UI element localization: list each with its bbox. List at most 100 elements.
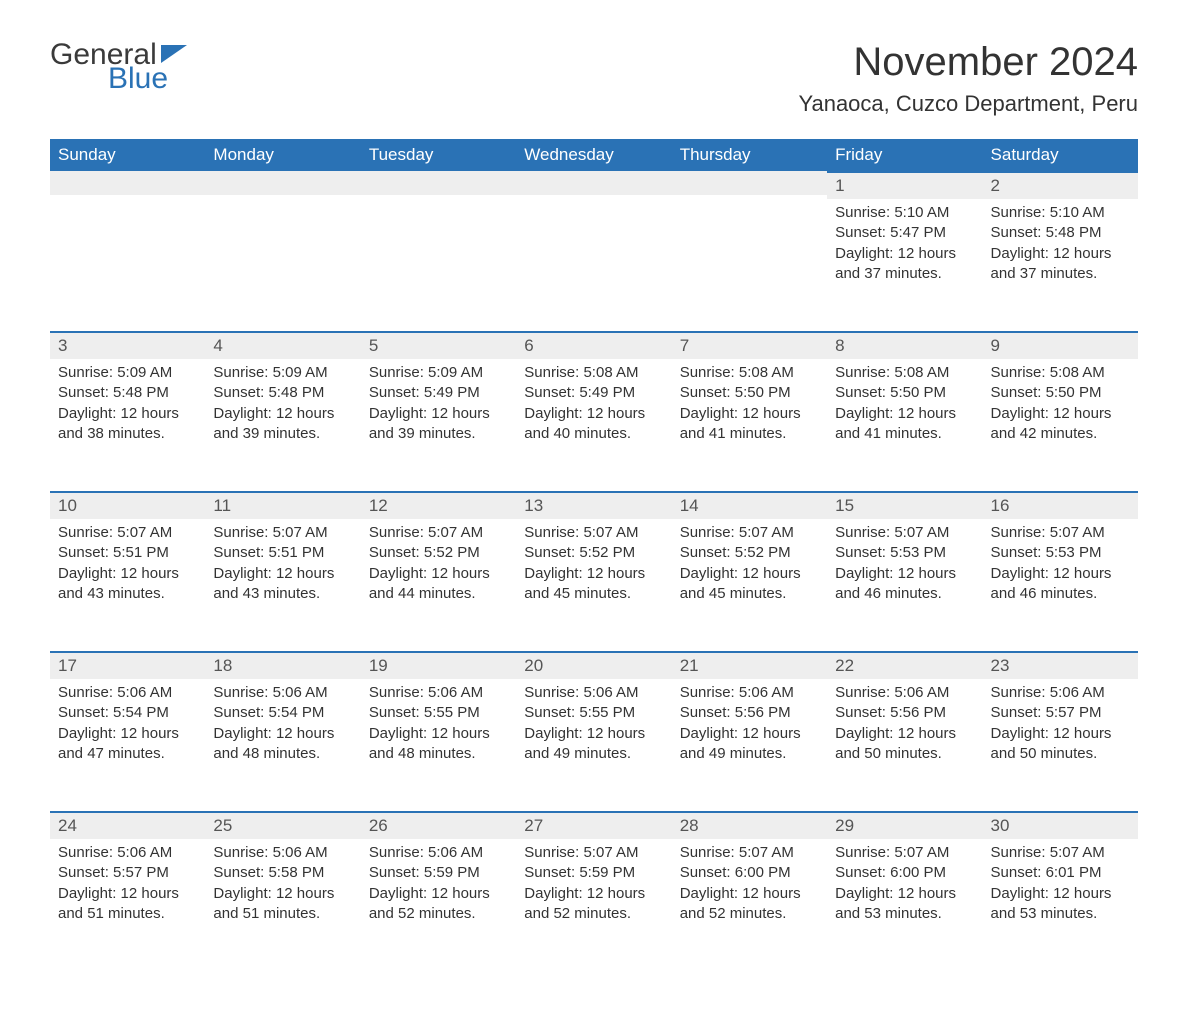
weekday-header-row: SundayMondayTuesdayWednesdayThursdayFrid… bbox=[50, 139, 1138, 171]
sunset-line: Sunset: 5:52 PM bbox=[369, 543, 508, 563]
sunset-line: Sunset: 5:53 PM bbox=[991, 543, 1130, 563]
daylight-line2: and 39 minutes. bbox=[213, 424, 352, 444]
daylight-value1: 12 hours bbox=[1053, 725, 1111, 742]
sunrise-line: Sunrise: 5:07 AM bbox=[524, 843, 663, 863]
day-cell: Sunrise: 5:07 AMSunset: 5:52 PMDaylight:… bbox=[672, 519, 827, 651]
daylight-label: Daylight: bbox=[213, 885, 271, 902]
daylight-line2: and 37 minutes. bbox=[835, 264, 974, 284]
empty-day bbox=[361, 171, 516, 195]
sunset-value: 5:52 PM bbox=[735, 544, 791, 561]
sunrise-value: 5:07 AM bbox=[894, 524, 949, 541]
sunrise-value: 5:07 AM bbox=[583, 844, 638, 861]
sunrise-label: Sunrise: bbox=[213, 364, 268, 381]
sunrise-label: Sunrise: bbox=[369, 844, 424, 861]
sunset-label: Sunset: bbox=[213, 704, 264, 721]
daylight-value1: 12 hours bbox=[121, 405, 179, 422]
sunset-line: Sunset: 5:50 PM bbox=[680, 383, 819, 403]
day-number: 29 bbox=[827, 811, 982, 839]
daylight-value1: 12 hours bbox=[1053, 245, 1111, 262]
day-number: 27 bbox=[516, 811, 671, 839]
daylight-line1: Daylight: 12 hours bbox=[213, 884, 352, 904]
weekday-header: Saturday bbox=[983, 139, 1138, 171]
day-number: 12 bbox=[361, 491, 516, 519]
day-details: Sunrise: 5:06 AMSunset: 5:57 PMDaylight:… bbox=[983, 679, 1138, 774]
sunset-line: Sunset: 5:57 PM bbox=[991, 703, 1130, 723]
sunset-label: Sunset: bbox=[991, 544, 1042, 561]
daylight-label: Daylight: bbox=[680, 885, 738, 902]
day-details: Sunrise: 5:06 AMSunset: 5:55 PMDaylight:… bbox=[361, 679, 516, 774]
sunset-label: Sunset: bbox=[680, 704, 731, 721]
sunrise-label: Sunrise: bbox=[835, 524, 890, 541]
daylight-value1: 12 hours bbox=[898, 405, 956, 422]
sunrise-value: 5:06 AM bbox=[1050, 684, 1105, 701]
day-details: Sunrise: 5:07 AMSunset: 5:53 PMDaylight:… bbox=[983, 519, 1138, 614]
day-details: Sunrise: 5:09 AMSunset: 5:48 PMDaylight:… bbox=[205, 359, 360, 454]
sunrise-label: Sunrise: bbox=[680, 364, 735, 381]
sunrise-label: Sunrise: bbox=[680, 524, 735, 541]
day-number: 24 bbox=[50, 811, 205, 839]
sunrise-line: Sunrise: 5:09 AM bbox=[369, 363, 508, 383]
day-details: Sunrise: 5:08 AMSunset: 5:50 PMDaylight:… bbox=[827, 359, 982, 454]
sunrise-line: Sunrise: 5:10 AM bbox=[835, 203, 974, 223]
sunset-value: 5:59 PM bbox=[579, 864, 635, 881]
day-number: 1 bbox=[827, 171, 982, 199]
sunrise-line: Sunrise: 5:07 AM bbox=[680, 523, 819, 543]
sunrise-value: 5:07 AM bbox=[739, 524, 794, 541]
day-number: 17 bbox=[50, 651, 205, 679]
sunset-line: Sunset: 5:56 PM bbox=[835, 703, 974, 723]
daylight-label: Daylight: bbox=[680, 725, 738, 742]
sunset-value: 5:49 PM bbox=[424, 384, 480, 401]
daylight-label: Daylight: bbox=[58, 725, 116, 742]
daylight-line2: and 52 minutes. bbox=[680, 904, 819, 924]
daylight-label: Daylight: bbox=[213, 725, 271, 742]
sunrise-line: Sunrise: 5:07 AM bbox=[213, 523, 352, 543]
sunrise-value: 5:09 AM bbox=[273, 364, 328, 381]
sunset-label: Sunset: bbox=[835, 704, 886, 721]
day-cell bbox=[361, 199, 516, 331]
daylight-label: Daylight: bbox=[58, 885, 116, 902]
sunset-value: 5:59 PM bbox=[424, 864, 480, 881]
day-details: Sunrise: 5:06 AMSunset: 5:59 PMDaylight:… bbox=[361, 839, 516, 934]
daylight-line1: Daylight: 12 hours bbox=[369, 884, 508, 904]
sunrise-value: 5:07 AM bbox=[428, 524, 483, 541]
sunset-value: 5:48 PM bbox=[113, 384, 169, 401]
day-number: 23 bbox=[983, 651, 1138, 679]
daylight-value1: 12 hours bbox=[121, 565, 179, 582]
sunrise-value: 5:06 AM bbox=[428, 684, 483, 701]
sunrise-label: Sunrise: bbox=[369, 524, 424, 541]
sunset-label: Sunset: bbox=[369, 864, 420, 881]
daylight-value1: 12 hours bbox=[276, 885, 334, 902]
sunset-line: Sunset: 5:48 PM bbox=[991, 223, 1130, 243]
daylight-label: Daylight: bbox=[835, 245, 893, 262]
sunrise-value: 5:06 AM bbox=[894, 684, 949, 701]
daylight-line2: and 53 minutes. bbox=[835, 904, 974, 924]
sunrise-label: Sunrise: bbox=[835, 684, 890, 701]
daylight-line2: and 51 minutes. bbox=[213, 904, 352, 924]
sunrise-value: 5:08 AM bbox=[583, 364, 638, 381]
sunset-label: Sunset: bbox=[58, 704, 109, 721]
daylight-label: Daylight: bbox=[991, 565, 1049, 582]
sunrise-line: Sunrise: 5:07 AM bbox=[835, 843, 974, 863]
daylight-label: Daylight: bbox=[835, 405, 893, 422]
sunrise-value: 5:07 AM bbox=[894, 844, 949, 861]
daylight-value1: 12 hours bbox=[587, 725, 645, 742]
sunrise-label: Sunrise: bbox=[680, 684, 735, 701]
daylight-line1: Daylight: 12 hours bbox=[680, 564, 819, 584]
day-number: 7 bbox=[672, 331, 827, 359]
sunrise-label: Sunrise: bbox=[213, 524, 268, 541]
weekday-header: Friday bbox=[827, 139, 982, 171]
empty-day bbox=[205, 171, 360, 195]
daylight-line2: and 49 minutes. bbox=[680, 744, 819, 764]
sunset-label: Sunset: bbox=[991, 704, 1042, 721]
day-number: 9 bbox=[983, 331, 1138, 359]
daylight-value1: 12 hours bbox=[431, 885, 489, 902]
day-details: Sunrise: 5:08 AMSunset: 5:50 PMDaylight:… bbox=[983, 359, 1138, 454]
daylight-line2: and 38 minutes. bbox=[58, 424, 197, 444]
day-cell: Sunrise: 5:07 AMSunset: 5:53 PMDaylight:… bbox=[983, 519, 1138, 651]
sunrise-line: Sunrise: 5:09 AM bbox=[58, 363, 197, 383]
sunrise-line: Sunrise: 5:06 AM bbox=[213, 683, 352, 703]
week-daynum-row: 17181920212223 bbox=[50, 651, 1138, 679]
sunset-line: Sunset: 6:00 PM bbox=[680, 863, 819, 883]
sunrise-line: Sunrise: 5:06 AM bbox=[58, 683, 197, 703]
daylight-line1: Daylight: 12 hours bbox=[213, 564, 352, 584]
